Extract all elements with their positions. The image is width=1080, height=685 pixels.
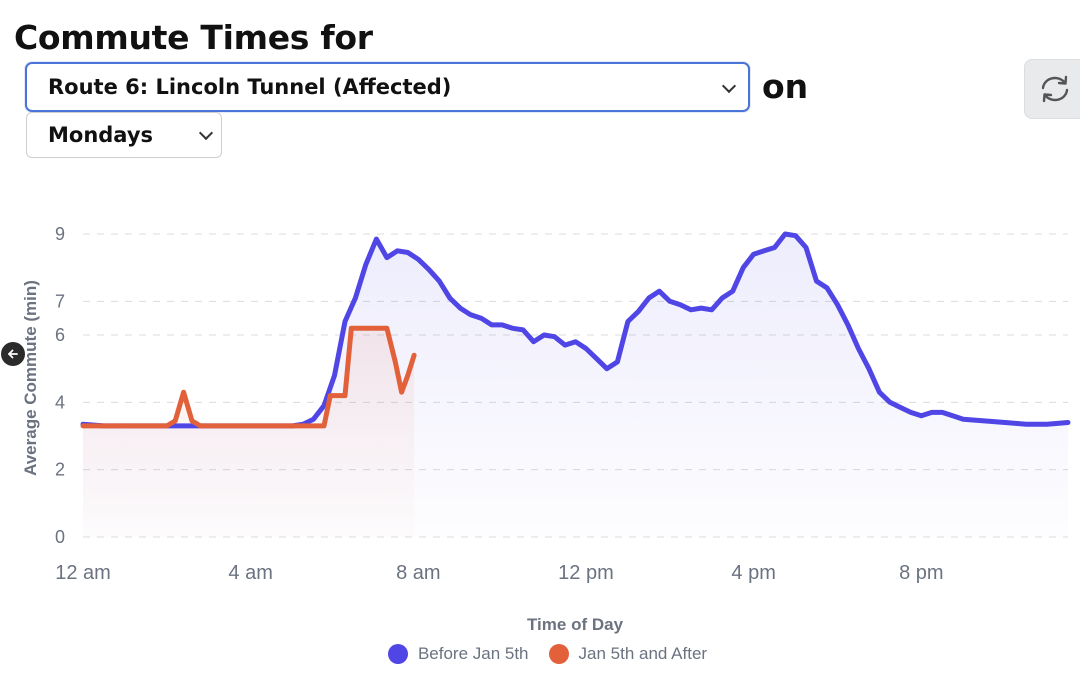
series-areas [83, 234, 1068, 537]
x-tick-label: 12 am [55, 562, 111, 584]
day-select-value: Mondays [48, 123, 154, 147]
x-tick-label: 8 pm [899, 562, 943, 584]
legend-label-before: Before Jan 5th [417, 644, 529, 663]
back-button[interactable] [1, 342, 25, 366]
y-tick-label: 9 [55, 224, 65, 244]
refresh-button[interactable] [1024, 59, 1080, 119]
chart-legend: Before Jan 5th Jan 5th and After [0, 644, 1080, 664]
x-tick-label: 8 am [396, 562, 440, 584]
legend-item-before[interactable]: Before Jan 5th [387, 644, 529, 664]
series-line-0[interactable] [80, 231, 1071, 429]
legend-item-after[interactable]: Jan 5th and After [548, 644, 708, 664]
refresh-icon [1041, 75, 1069, 103]
series-line-1[interactable] [80, 325, 417, 429]
x-axis-title: Time of Day [527, 615, 624, 634]
route-select[interactable]: Route 6: Lincoln Tunnel (Affected) [25, 62, 750, 112]
y-tick-label: 7 [55, 291, 65, 311]
x-tick-label: 4 am [228, 562, 272, 584]
y-tick-label: 6 [55, 325, 65, 345]
page-title: Commute Times for [14, 18, 373, 57]
legend-swatch-before [387, 644, 408, 664]
y-tick-label: 2 [55, 460, 65, 480]
commute-chart: 0 2 4 6 7 9 12 am 4 am 8 am 12 pm 4 pm 8 pm Time o… [21, 224, 1071, 634]
y-axis-title: Average Commute (min) [21, 280, 40, 476]
y-axis-ticks: 0 2 4 6 7 9 [55, 224, 65, 547]
legend-label-after: Jan 5th and After [578, 644, 708, 663]
x-tick-label: 4 pm [731, 562, 775, 584]
day-select[interactable]: Mondays [26, 112, 222, 158]
y-tick-label: 4 [55, 392, 65, 412]
y-tick-label: 0 [55, 527, 65, 547]
arrow-left-icon [8, 349, 18, 359]
route-select-value: Route 6: Lincoln Tunnel (Affected) [48, 75, 452, 99]
x-tick-label: 12 pm [558, 562, 614, 584]
legend-swatch-after [548, 644, 569, 664]
series-area-1 [83, 328, 415, 537]
on-label: on [762, 67, 809, 106]
x-axis-ticks: 12 am 4 am 8 am 12 pm 4 pm 8 pm [55, 562, 943, 584]
series-lines [80, 231, 1071, 429]
